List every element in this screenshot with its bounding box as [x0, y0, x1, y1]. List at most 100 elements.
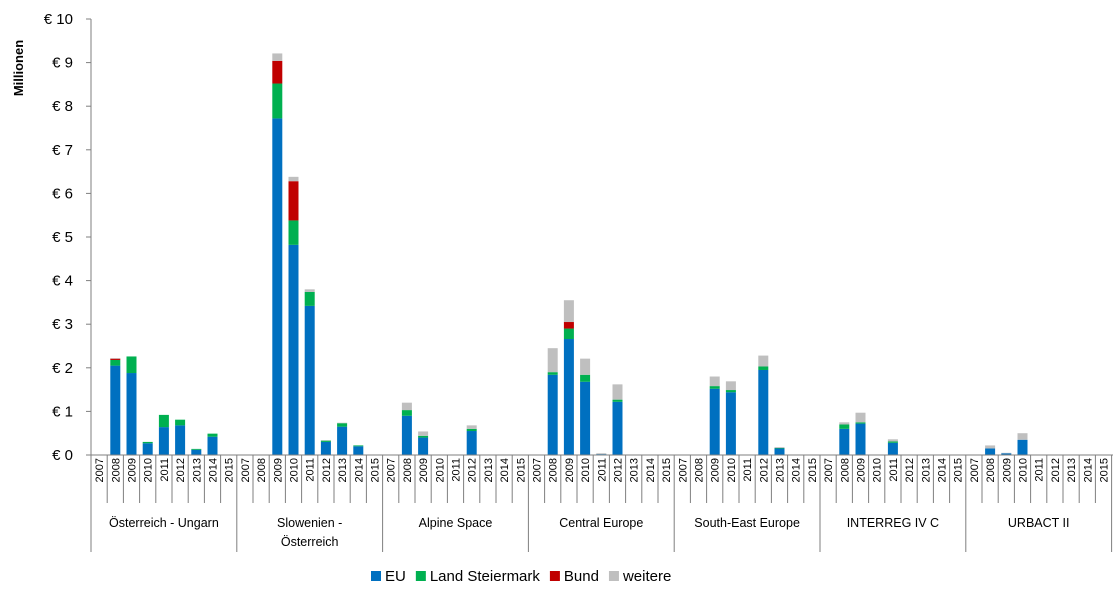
x-year-label: 2011 — [1034, 458, 1046, 482]
x-year-label: 2007 — [386, 458, 398, 482]
bar-segment — [272, 53, 283, 61]
legend-label: Land Steiermark — [430, 568, 541, 585]
bar-segment — [191, 449, 202, 455]
group-label: Alpine Space — [419, 516, 493, 530]
bar-segment — [887, 441, 898, 443]
x-year-label: 2010 — [434, 458, 446, 482]
y-tick-label: € 10 — [44, 11, 73, 28]
x-year-label: 2014 — [1082, 458, 1094, 482]
x-year-label: 2009 — [272, 458, 284, 482]
y-tick-label: € 2 — [52, 360, 73, 377]
x-year-label: 2015 — [515, 458, 527, 482]
y-tick-label: € 7 — [52, 142, 73, 159]
group-label: INTERREG IV C — [847, 516, 939, 530]
bar-segment — [758, 366, 769, 370]
x-year-label: 2007 — [969, 458, 981, 482]
legend-label: weitere — [622, 568, 671, 585]
x-year-label: 2013 — [483, 458, 495, 482]
legend-swatch — [371, 571, 381, 581]
bar-segment — [272, 118, 283, 455]
x-year-label: 2011 — [451, 458, 463, 482]
x-year-label: 2012 — [613, 458, 625, 482]
legend-swatch — [415, 571, 426, 581]
legend-swatch — [549, 571, 560, 581]
bar-segment — [839, 424, 850, 429]
bar-segment — [855, 422, 866, 424]
bar-segment — [142, 443, 153, 455]
x-year-label: 2015 — [661, 458, 673, 482]
bar-segment — [272, 60, 283, 84]
x-year-label: 2008 — [110, 458, 122, 482]
bar-segment — [272, 83, 283, 119]
bar-segment — [985, 445, 996, 449]
bar-segment — [725, 390, 736, 393]
bar-segment — [855, 423, 866, 455]
x-year-label: 2015 — [370, 458, 382, 482]
y-tick-label: € 8 — [52, 98, 73, 115]
bar-segment — [547, 372, 558, 375]
bar-segment — [110, 358, 121, 359]
x-year-label: 2013 — [629, 458, 641, 482]
bar-segment — [580, 381, 591, 455]
bar-segment — [855, 412, 866, 423]
bar-segment — [126, 373, 137, 455]
bar-segment — [320, 440, 331, 442]
bar-segment — [725, 392, 736, 455]
y-tick-label: € 0 — [52, 447, 73, 464]
bar-segment — [547, 374, 558, 455]
bar-segment — [774, 448, 785, 449]
x-year-label: 2009 — [710, 458, 722, 482]
bars-layer — [110, 53, 1028, 455]
x-year-label: 2008 — [256, 458, 268, 482]
bar-segment — [126, 356, 137, 374]
bar-segment — [418, 437, 429, 455]
x-year-label: 2008 — [985, 458, 997, 482]
y-axis-label: Millionen — [11, 40, 26, 96]
bar-segment — [839, 422, 850, 425]
x-year-label: 2013 — [920, 458, 932, 482]
bar-segment — [288, 176, 299, 182]
y-tick-label: € 9 — [52, 55, 73, 72]
bar-segment — [304, 289, 315, 292]
x-year-label: 2014 — [353, 458, 365, 482]
x-year-label: 2008 — [402, 458, 414, 482]
x-year-label: 2012 — [467, 458, 479, 482]
x-year-label: 2010 — [580, 458, 592, 482]
x-year-label: 2007 — [240, 458, 252, 482]
x-year-label: 2011 — [742, 458, 754, 482]
bar-segment — [158, 414, 169, 428]
x-year-label: 2015 — [1099, 458, 1111, 482]
x-year-label: 2013 — [1066, 458, 1078, 482]
bar-segment — [547, 348, 558, 373]
bar-segment — [158, 427, 169, 455]
bar-segment — [353, 445, 364, 447]
bar-segment — [466, 428, 477, 432]
y-tick-label: € 6 — [52, 185, 73, 202]
x-year-label: 2012 — [904, 458, 916, 482]
x-year-label: 2009 — [418, 458, 430, 482]
bar-segment — [580, 374, 591, 382]
x-year-label: 2014 — [208, 458, 220, 482]
group-label: Österreich - Ungarn — [109, 516, 219, 530]
bar-segment — [175, 425, 186, 455]
x-year-label: 2010 — [1018, 458, 1030, 482]
x-year-label: 2008 — [839, 458, 851, 482]
bar-segment — [191, 448, 202, 450]
x-year-label: 2015 — [953, 458, 965, 482]
bar-segment — [612, 399, 623, 402]
group-label: Central Europe — [559, 516, 643, 530]
bar-segment — [320, 441, 331, 455]
bar-segment — [401, 410, 412, 416]
bar-segment — [466, 425, 477, 429]
x-year-label: 2012 — [175, 458, 187, 482]
bar-segment — [612, 384, 623, 400]
bar-segment — [337, 426, 348, 455]
bar-segment — [110, 365, 121, 455]
x-year-label: 2010 — [726, 458, 738, 482]
x-year-label: 2011 — [888, 458, 900, 482]
bar-segment — [612, 401, 623, 455]
bar-segment — [288, 220, 299, 245]
x-year-label: 2014 — [645, 458, 657, 482]
y-tick-label: € 1 — [52, 403, 73, 420]
bar-segment — [709, 376, 720, 387]
